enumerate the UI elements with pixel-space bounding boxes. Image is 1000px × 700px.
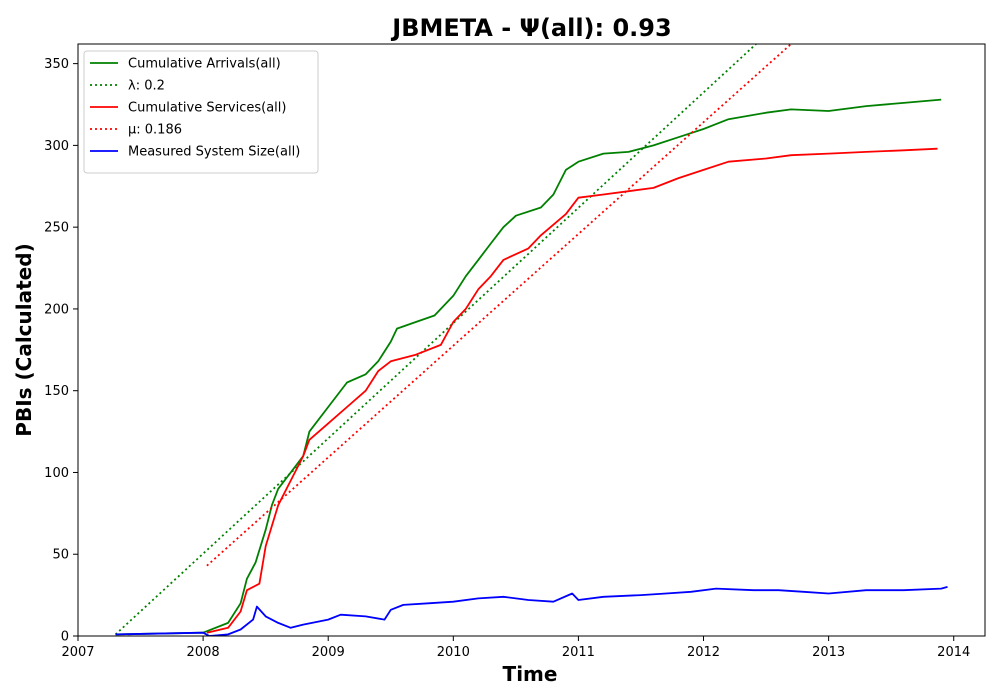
legend-label-0-186: μ: 0.186 <box>128 123 182 138</box>
series-line-2 <box>206 147 938 634</box>
x-tick-label: 2014 <box>937 645 970 660</box>
x-tick-label: 2012 <box>687 645 720 660</box>
y-tick-label: 50 <box>52 548 69 563</box>
legend-label-measured-system-size-all: Measured System Size(all) <box>128 145 300 160</box>
x-tick-label: 2008 <box>187 645 220 660</box>
x-tick-label: 2010 <box>437 645 470 660</box>
x-tick-label: 2009 <box>312 645 345 660</box>
plot-frame <box>77 43 986 637</box>
x-tick-label: 2007 <box>61 645 94 660</box>
y-tick-label: 350 <box>44 57 69 72</box>
series-line-0 <box>115 98 942 636</box>
legend-label-cumulative-services-all: Cumulative Services(all) <box>128 101 286 116</box>
y-tick-label: 200 <box>44 302 69 317</box>
chart-title: JBMETA - Ψ(all): 0.93 <box>390 14 671 42</box>
y-tick-label: 150 <box>44 384 69 399</box>
x-axis-ticks: 2007 2008 2009 2010 2011 2012 2013 2014 <box>61 636 970 660</box>
series-line-1 <box>114 44 757 636</box>
legend-label-0-2: λ: 0.2 <box>128 79 165 94</box>
legend: Cumulative Arrivals(all) λ: 0.2 Cumulative… <box>83 50 319 174</box>
x-axis-title: Time <box>503 662 558 686</box>
y-tick-label: 300 <box>44 139 69 154</box>
series-line-3 <box>206 44 792 567</box>
x-tick-label: 2011 <box>562 645 595 660</box>
legend-label-cumulative-arrivals-all: Cumulative Arrivals(all) <box>128 57 281 72</box>
y-tick-label: 0 <box>61 630 69 645</box>
legend-box <box>83 50 319 174</box>
x-tick-label: 2013 <box>812 645 845 660</box>
y-tick-label: 100 <box>44 466 69 481</box>
y-axis-title: PBIs (Calculated) <box>12 243 36 436</box>
y-axis-ticks: 0 50 100 150 200 250 300 350 <box>44 57 78 645</box>
series-line-4 <box>115 586 948 636</box>
y-tick-label: 250 <box>44 221 69 236</box>
plot-lines <box>114 44 948 636</box>
